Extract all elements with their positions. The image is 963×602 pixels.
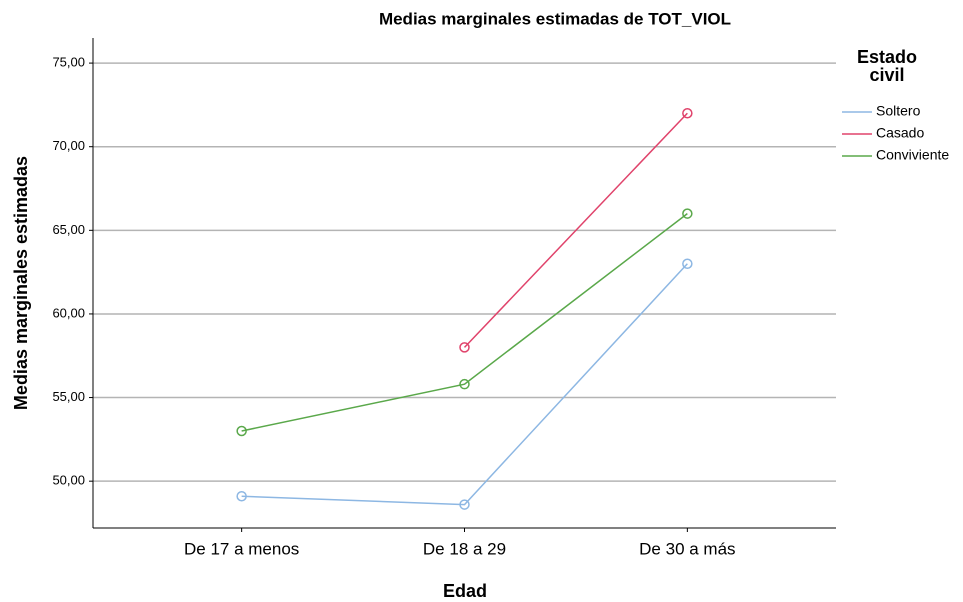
series-line (463, 112, 688, 348)
y-tick-label: 70,00 (52, 138, 85, 153)
series-line (241, 263, 688, 506)
x-tick-label: De 18 a 29 (423, 539, 506, 558)
y-tick-label: 60,00 (52, 305, 85, 320)
y-axis-label: Medias marginales estimadas (11, 156, 31, 410)
series-line (241, 213, 688, 432)
point (682, 108, 693, 119)
legend-label: Conviviente (876, 147, 949, 163)
point (236, 425, 247, 437)
point (682, 208, 693, 219)
legend-label: Soltero (876, 103, 921, 119)
point (459, 499, 470, 510)
y-tick-label: 55,00 (52, 389, 85, 404)
point (236, 490, 247, 502)
point (682, 258, 693, 270)
point (459, 342, 470, 353)
x-tick-label: De 30 a más (639, 539, 735, 558)
legend-title: Estado civil (856, 47, 917, 85)
x-tick-label: De 17 a menos (184, 539, 299, 558)
chart-title: Medias marginales estimadas de TOT_VIOL (379, 9, 731, 28)
y-tick-label: 75,00 (52, 55, 85, 70)
point (459, 378, 470, 390)
x-axis-label: Edad (443, 581, 487, 601)
y-tick-label: 50,00 (52, 473, 85, 488)
y-tick-label: 65,00 (52, 222, 85, 237)
legend-label: Casado (876, 125, 924, 141)
